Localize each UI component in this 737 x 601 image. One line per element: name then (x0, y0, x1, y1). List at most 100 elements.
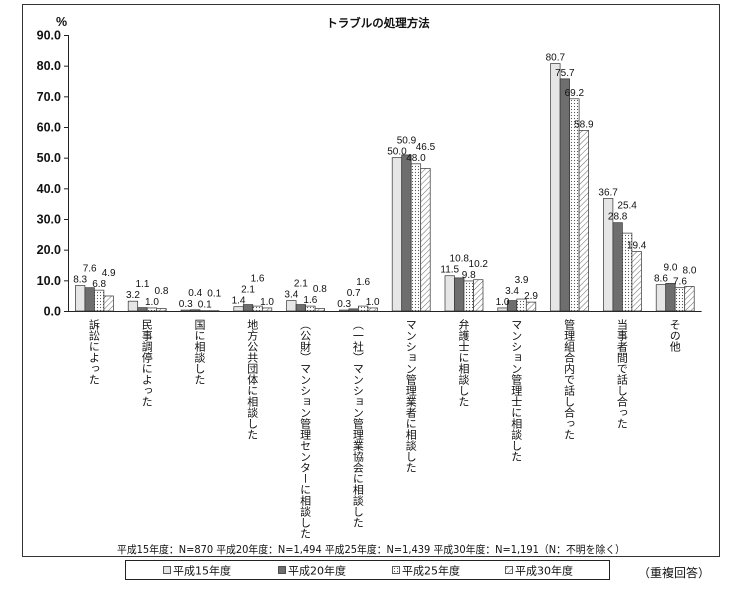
bar-series4-cat6 (367, 307, 378, 312)
category-label-7: マンション管理業者に相談した (404, 319, 418, 473)
bar-series3-cat2 (146, 307, 158, 312)
data-label-series4-cat2: 0.8 (154, 286, 168, 297)
data-label-series2-cat2: 1.1 (135, 279, 149, 290)
bar-series1-cat3 (180, 309, 191, 312)
data-label-series3-cat8: 9.8 (462, 270, 476, 281)
bar-series2-cat7 (401, 154, 412, 312)
data-label-series4-cat12: 8.0 (682, 266, 696, 277)
data-label-series3-cat3: 0.1 (198, 300, 212, 311)
bar-series3-cat5 (305, 305, 316, 312)
data-label-series2-cat8: 10.8 (450, 254, 470, 265)
bar-series4-cat4 (261, 307, 273, 312)
bar-series1-cat4 (233, 306, 244, 312)
legend: 平成15年度 平成20年度 平成25年度 平成30年度 (125, 560, 610, 580)
bar-series4-cat1 (103, 295, 114, 312)
data-label-series4-cat10: 58.9 (574, 119, 594, 130)
data-label-series3-cat1: 6.8 (92, 279, 106, 290)
bar-series1-cat1 (75, 285, 86, 312)
bar-series2-cat8 (454, 277, 465, 312)
data-label-series3-cat11: 25.4 (617, 201, 637, 212)
data-label-series2-cat10: 75.7 (555, 68, 575, 79)
y-tick-label-70: 70.0 (37, 90, 61, 104)
multiple-answer-note: （重複回答） (638, 565, 710, 580)
sample-size-footnote: 平成15年度：N=870 平成20年度：N=1,494 平成25年度：N=1,4… (117, 543, 625, 556)
legend-label-h15: 平成15年度 (173, 564, 231, 578)
data-label-series3-cat6: 1.6 (356, 277, 370, 288)
chart-title: トラブルの処理方法 (326, 16, 430, 30)
data-label-series1-cat8: 11.5 (440, 265, 459, 276)
axes: 0.0 10.0 20.0 30.0 40.0 50.0 60.0 70.0 80.0 90.0 (37, 29, 702, 319)
category-label-6: （一社）マンション管理業協会に相談した (351, 319, 365, 528)
legend-swatch-h25 (392, 566, 400, 574)
bar-series3-cat8 (463, 280, 474, 312)
legend-item-h30: 平成30年度 (505, 564, 573, 578)
category-label-10: 管理組合内で話し合った (562, 319, 576, 440)
data-label-series4-cat7: 46.5 (416, 142, 436, 153)
data-label-series2-cat9: 3.4 (505, 286, 519, 297)
y-tick-label-80: 80.0 (37, 59, 61, 73)
data-label-series2-cat12: 9.0 (663, 263, 677, 274)
bar-series1-cat12 (655, 284, 667, 312)
data-label-series2-cat4: 2.1 (241, 285, 255, 296)
data-label-series3-cat5: 1.6 (303, 295, 317, 306)
data-label-series2-cat1: 7.6 (83, 264, 97, 275)
data-label-series3-cat9: 3.9 (515, 275, 529, 286)
bar-series2-cat11 (612, 222, 623, 312)
data-label-series4-cat6: 1.0 (366, 297, 380, 308)
category-label-12: その他 (668, 319, 682, 352)
legend-swatch-h20 (278, 566, 286, 574)
bar-series1-cat2 (127, 300, 139, 312)
category-label-11: 当事者間で話し合った (615, 319, 629, 429)
data-label-series3-cat4: 1.6 (251, 274, 265, 285)
bar-series4-cat10 (578, 130, 589, 312)
bar-series4-cat5 (314, 308, 325, 312)
data-label-series3-cat2: 1.0 (145, 297, 159, 308)
bar-series4-cat12 (684, 286, 695, 312)
bar-series2-cat2 (137, 307, 148, 312)
data-label-series1-cat6: 0.3 (337, 299, 351, 310)
bar-series1-cat7 (391, 157, 403, 312)
bar-series4-cat8 (473, 279, 484, 312)
y-axis-unit: % (56, 15, 67, 29)
category-label-5: （公財）マンション管理センターに相談した (298, 319, 312, 539)
bar-series1-cat6 (339, 309, 350, 312)
data-label-series2-cat5: 2.1 (294, 279, 308, 290)
bar-series1-cat5 (286, 300, 297, 312)
y-tick-label-50: 50.0 (37, 151, 61, 165)
category-label-3: 国に相談した (193, 319, 206, 385)
data-label-series2-cat11: 28.8 (608, 212, 628, 223)
data-label-series3-cat12: 7.6 (673, 277, 687, 288)
y-tick-label-30: 30.0 (37, 213, 61, 227)
bar-series3-cat7 (410, 163, 422, 312)
data-label-series4-cat3: 0.1 (207, 289, 221, 300)
y-tick-label-60: 60.0 (37, 121, 61, 135)
data-label-series4-cat4: 1.0 (260, 297, 274, 308)
bar-series3-cat10 (569, 98, 580, 312)
data-label-series1-cat9: 1.0 (496, 297, 510, 308)
bar-series1-cat9 (497, 307, 508, 312)
category-label-1: 訴訟によった (87, 319, 101, 385)
data-label-series1-cat1: 8.3 (73, 275, 87, 286)
bar-series4-cat2 (156, 308, 167, 312)
y-tick-label-10: 10.0 (37, 274, 61, 288)
data-label-series3-cat7: 48.0 (406, 153, 426, 164)
category-label-9: マンション管理士に相談した (509, 319, 523, 462)
data-label-series1-cat7: 50.0 (387, 147, 407, 158)
category-label-4: 地方公共団体に相談した (245, 319, 259, 440)
legend-box (125, 560, 610, 580)
data-label-series1-cat5: 3.4 (284, 290, 298, 301)
data-label-series2-cat3: 0.4 (188, 288, 202, 299)
data-label-series1-cat11: 36.7 (598, 187, 618, 198)
legend-swatch-h30 (505, 566, 513, 574)
data-label-series4-cat1: 4.9 (102, 268, 116, 279)
legend-item-h20: 平成20年度 (278, 564, 346, 578)
bar-series1-cat10 (550, 63, 561, 312)
bar-series3-cat12 (674, 287, 686, 312)
legend-label-h25: 平成25年度 (402, 564, 460, 578)
legend-item-h15: 平成15年度 (163, 564, 231, 578)
data-label-series1-cat10: 80.7 (546, 53, 566, 64)
data-label-series1-cat2: 3.2 (126, 290, 140, 301)
legend-label-h30: 平成30年度 (515, 564, 573, 578)
category-label-8: 弁護士に相談した (457, 319, 470, 407)
legend-item-h25: 平成25年度 (392, 564, 460, 578)
